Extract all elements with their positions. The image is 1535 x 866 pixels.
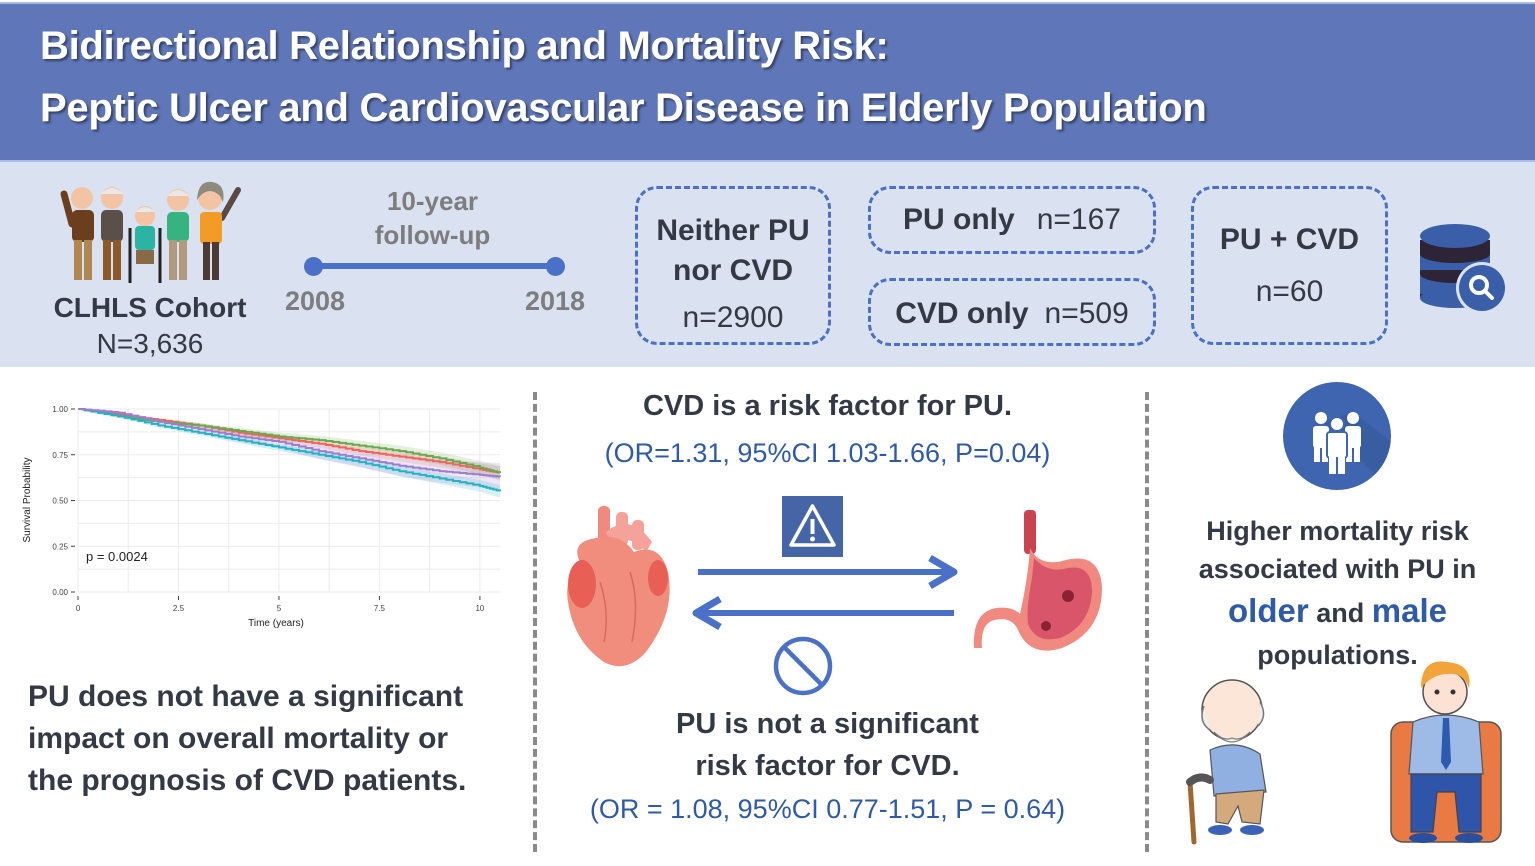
arrow-right [698, 554, 958, 590]
right-summary: Higher mortality risk associated with PU… [1160, 512, 1515, 674]
y-axis-label: Survival Probability [22, 457, 33, 542]
person-4 [167, 189, 189, 280]
group-pucvd-label: PU + CVD [1219, 223, 1360, 256]
group-pu-cvd: PU + CVD n=60 [1191, 186, 1388, 345]
chart-confidence-bands [78, 409, 500, 498]
right-summary-line-1: Higher mortality risk [1206, 516, 1469, 546]
elderly-group-illustration [60, 181, 241, 283]
right-summary-line-3: older and male [1160, 588, 1515, 636]
group-neither: Neither PU nor CVD n=2900 [635, 186, 831, 345]
group-cvd-only: CVD only n=509 [868, 278, 1156, 346]
old-man-illustration [1186, 679, 1267, 845]
chart-y-ticks: 0.00 0.25 0.50 0.75 1.00 [52, 405, 75, 597]
finding-pu-to-cvd-line-2: risk factor for CVD. [695, 750, 960, 782]
warning-icon [782, 496, 843, 557]
person-5 [197, 181, 241, 280]
y-tick-label: 0.50 [52, 497, 68, 506]
stat-pu-to-cvd: (OR = 1.08, 95%CI 0.77-1.51, P = 0.64) [589, 794, 1066, 824]
title-line-1: Bidirectional Relationship and Mortality… [40, 24, 889, 68]
group-pu-count: n=167 [1036, 203, 1121, 236]
timeline-end-dot [546, 257, 565, 276]
chart-x-ticks: 0 2.5 5 7.5 10 [76, 596, 485, 613]
group-pucvd-count: n=60 [1255, 275, 1324, 308]
chart-grid [77, 408, 500, 593]
cohort-band [0, 160, 1535, 367]
followup-label: 10-year follow-up [340, 184, 525, 252]
prohibited-icon [773, 636, 833, 696]
bidirectional-arrows [692, 554, 958, 631]
x-tick-label: 7.5 [374, 604, 386, 613]
people-group-icon [1283, 382, 1391, 490]
person-1 [60, 187, 94, 280]
group-pu-only: PU only n=167 [868, 186, 1156, 254]
y-tick-label: 0.25 [52, 542, 68, 551]
survival-chart: 0.00 0.25 0.50 0.75 1.00 0 2.5 5 7.5 10 p = 0.00… [22, 405, 501, 629]
left-summary-line-2: impact on overall mortality or [28, 722, 449, 755]
arrow-left [692, 595, 954, 631]
group-cvd-label: CVD only [895, 297, 1029, 330]
p-value-annotation: p = 0.0024 [86, 549, 148, 564]
stomach-ulcer-illustration [973, 510, 1102, 651]
confidence-band-cyan [78, 409, 500, 498]
left-summary-line-1: PU does not have a significant [28, 680, 464, 713]
right-summary-line-2: associated with PU in [1198, 554, 1477, 584]
x-tick-label: 10 [475, 604, 484, 613]
survival-line-cyan [78, 408, 501, 492]
timeline-start-dot [304, 257, 323, 276]
y-tick-label: 1.00 [52, 405, 68, 414]
y-tick-label: 0.00 [52, 588, 68, 597]
right-summary-line-4: populations. [1257, 640, 1418, 670]
group-neither-label-1: Neither PU [656, 214, 810, 247]
x-tick-label: 0 [76, 604, 81, 613]
person-3-wheelchair [128, 206, 162, 283]
person-2 [101, 187, 123, 280]
survival-line-purple [78, 408, 501, 478]
divider-right [1145, 392, 1149, 852]
title-line-2: Peptic Ulcer and Cardiovascular Disease … [40, 86, 1207, 130]
finding-pu-to-cvd: PU is not a significant risk factor for … [540, 703, 1115, 787]
end-year: 2018 [525, 286, 586, 316]
group-neither-count: n=2900 [682, 301, 784, 334]
left-summary: PU does not have a significant impact on… [28, 676, 518, 802]
group-pu-label: PU only [903, 203, 1015, 236]
heart-illustration [567, 506, 670, 667]
x-tick-label: 5 [277, 604, 282, 613]
timeline-bar [312, 263, 557, 269]
followup-line-1: 10-year [386, 186, 479, 216]
followup-line-2: follow-up [374, 220, 491, 250]
x-tick-label: 2.5 [173, 604, 185, 613]
highlight-male: male [1371, 592, 1447, 629]
x-axis-label: Time (years) [248, 618, 304, 629]
cohort-name: CLHLS Cohort [53, 292, 247, 323]
group-cvd-count: n=509 [1044, 297, 1129, 330]
header-banner: Bidirectional Relationship and Mortality… [0, 2, 1535, 160]
finding-pu-to-cvd-line-1: PU is not a significant [676, 708, 979, 740]
y-tick-label: 0.75 [52, 451, 68, 460]
database-search-icon [1420, 224, 1508, 314]
stat-cvd-to-pu: (OR=1.31, 95%CI 1.03-1.66, P=0.04) [604, 438, 1051, 468]
group-neither-label-2: nor CVD [673, 254, 793, 287]
connector-and: and [1316, 598, 1365, 628]
cohort-total: N=3,636 [96, 328, 204, 359]
highlight-older: older [1228, 592, 1309, 629]
left-summary-line-3: the prognosis of CVD patients. [28, 764, 467, 797]
chart-series [78, 408, 501, 492]
divider-left [533, 392, 537, 852]
finding-cvd-to-pu: CVD is a risk factor for PU. [642, 390, 1013, 422]
start-year: 2008 [285, 286, 346, 316]
young-man-illustration [1390, 661, 1502, 843]
